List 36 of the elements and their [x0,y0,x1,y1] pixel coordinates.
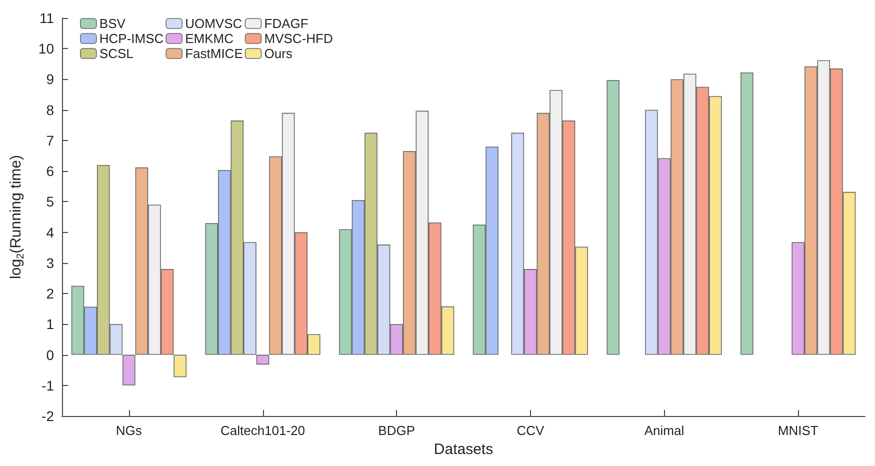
bar [174,354,186,378]
x-tick-label: Animal [644,423,684,438]
y-axis-title: log2(Running time) [8,155,26,279]
y-tick-label: 1 [46,316,54,332]
x-tick-label: MNIST [778,423,818,438]
y-tick-label: 9 [46,71,54,88]
legend-label: SCSL [99,46,134,61]
bar [606,80,620,355]
y-tick-label: 10 [38,40,54,57]
y-tick-label: 7 [46,132,54,148]
legend-label: BSV [99,16,126,31]
x-tick-label: NGs [116,423,142,438]
legend-label: HCP-IMSC [99,31,164,46]
x-tick-label: Caltech101-20 [220,423,306,438]
y-tick-label: 8 [46,102,54,118]
legend-label: FastMICE [185,46,244,61]
y-tick-label: -2 [42,408,54,424]
legend-label: UOMVSC [185,16,242,31]
x-tick-label: BDGP [378,423,416,438]
legend-label: MVSC-HFD [264,31,333,46]
legend-label: EMKMC [185,31,234,46]
legend-label: Ours [264,46,293,61]
y-tick-label: -1 [42,377,54,394]
x-tick-label: CCV [516,423,544,438]
y-tick-label: 3 [46,254,54,271]
bar [740,72,754,355]
legend-label: FDAGF [264,16,308,31]
bar [122,354,136,386]
x-axis-title: Datasets [434,441,494,458]
y-tick-label: 6 [46,163,54,180]
bar [256,354,270,365]
y-tick-label: 4 [46,224,54,240]
y-tick-label: 0 [46,346,54,363]
y-tick-label: 11 [39,10,54,26]
y-tick-label: 2 [46,286,54,302]
y-tick-label: 5 [46,194,54,210]
